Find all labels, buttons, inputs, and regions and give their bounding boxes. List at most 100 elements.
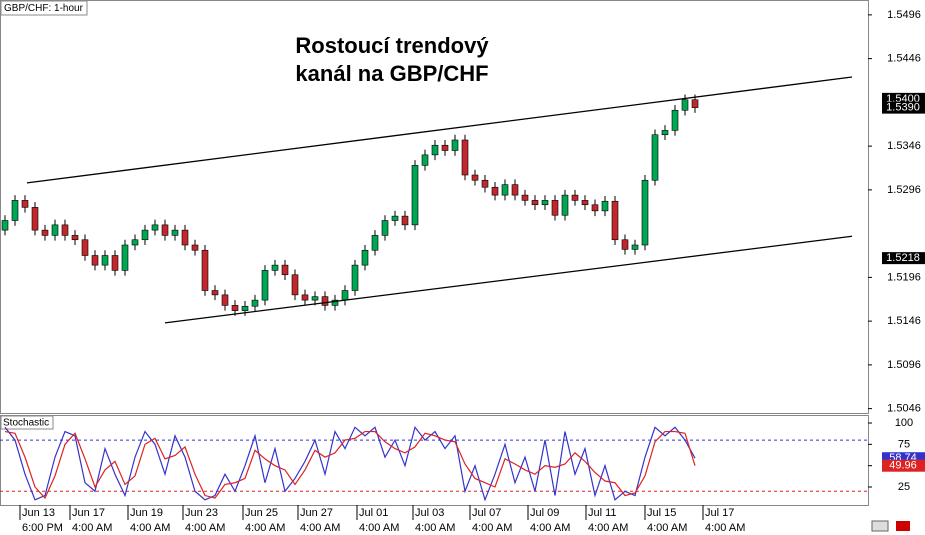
x-tick-label: Jul 01 (359, 507, 388, 519)
candle-body (471, 174, 479, 181)
candle-body (331, 299, 339, 306)
x-tick-sublabel: 4:00 AM (245, 522, 285, 534)
candle-body (661, 130, 669, 136)
price-label-box (882, 101, 925, 114)
y-tick-label: 1.5446 (887, 53, 921, 65)
candle-body (201, 249, 209, 291)
y-tick-label: 25 (898, 481, 910, 493)
annotation: kanál na GBP/CHF (295, 61, 488, 86)
candle-body (131, 239, 139, 246)
value-label-box (882, 459, 925, 472)
candle-body (211, 290, 219, 296)
y-tick-label: 1.5296 (887, 184, 921, 196)
candle-body (111, 255, 119, 271)
candle-body (11, 200, 19, 221)
price-label: 1.5218 (886, 252, 920, 264)
x-tick-label: Jun 17 (72, 507, 105, 519)
candle-body (581, 200, 589, 206)
candle-body (531, 200, 539, 206)
candle-body (391, 215, 399, 221)
x-tick-sublabel: 4:00 AM (359, 522, 399, 534)
x-tick-sublabel: 4:00 AM (705, 522, 745, 534)
candle-body (281, 264, 289, 276)
y-tick-label: 1.5346 (887, 140, 921, 152)
x-tick-label: Jul 17 (705, 507, 734, 519)
value-label: 49.96 (889, 460, 917, 472)
candle-body (301, 294, 309, 301)
candle-body (431, 144, 439, 156)
candle-body (271, 264, 279, 271)
x-tick-sublabel: 4:00 AM (185, 522, 225, 534)
candle-body (261, 270, 269, 301)
candle-body (321, 296, 329, 306)
x-tick-label: Jun 23 (185, 507, 218, 519)
y-tick-label: 1.5196 (887, 271, 921, 283)
candle-body (191, 244, 199, 251)
candle-body (181, 229, 189, 246)
candle-body (161, 224, 169, 236)
candle-body (251, 299, 259, 307)
candle-body (521, 194, 529, 201)
stochastic-line (4, 430, 696, 500)
candle-body (651, 134, 659, 181)
candle-body (501, 184, 509, 196)
candle-body (461, 139, 469, 176)
close-icon[interactable] (896, 521, 910, 531)
x-tick-sublabel: 4:00 AM (300, 522, 340, 534)
candle-body (351, 264, 359, 291)
candle-body (31, 207, 39, 231)
candle-body (641, 179, 649, 246)
scroll-icon[interactable] (871, 520, 889, 532)
candle-body (401, 215, 409, 226)
indicator-label: Stochastic (3, 418, 49, 429)
candle-body (541, 200, 549, 206)
candle-body (681, 99, 689, 111)
x-tick-label: Jul 09 (530, 507, 559, 519)
candle-body (621, 239, 629, 250)
candle-body (151, 224, 159, 231)
candle-body (221, 294, 229, 306)
candle-body (171, 229, 179, 236)
price-label: 1.5390 (886, 102, 920, 114)
candle-body (631, 244, 639, 250)
candle-body (241, 305, 249, 311)
price-panel (0, 0, 869, 414)
candle-body (371, 235, 379, 251)
candle-body (691, 99, 699, 108)
trendline (164, 235, 853, 324)
candle-body (591, 204, 599, 212)
candle-body (61, 224, 69, 236)
candle-body (231, 305, 239, 311)
candle-body (561, 194, 569, 216)
stochastic-line (4, 425, 696, 502)
x-tick-sublabel: 4:00 AM (588, 522, 628, 534)
x-tick-sublabel: 4:00 AM (72, 522, 112, 534)
candle-body (361, 249, 369, 266)
trendline (26, 76, 853, 184)
candle-body (491, 186, 499, 196)
candle-body (91, 255, 99, 266)
x-tick-label: Jun 19 (130, 507, 163, 519)
candle-body (441, 144, 449, 151)
x-tick-sublabel: 4:00 AM (472, 522, 512, 534)
candle-body (51, 224, 59, 236)
candle-body (101, 255, 109, 266)
candle-body (551, 200, 559, 216)
candle-body (141, 229, 149, 241)
x-tick-sublabel: 6:00 PM (22, 522, 63, 534)
candle-body (341, 290, 349, 301)
x-tick-sublabel: 4:00 AM (130, 522, 170, 534)
candle-body (1, 220, 9, 231)
x-tick-label: Jun 27 (300, 507, 333, 519)
indicator-box (0, 415, 54, 430)
candle-body (291, 274, 299, 296)
candle-body (21, 200, 29, 208)
symbol-box (0, 0, 88, 16)
y-tick-label: 1.5046 (887, 403, 921, 415)
y-tick-label: 1.5496 (887, 9, 921, 21)
y-tick-label: 75 (898, 438, 910, 450)
x-tick-label: Jul 15 (647, 507, 676, 519)
candle-body (481, 179, 489, 188)
y-tick-label: 1.5146 (887, 315, 921, 327)
